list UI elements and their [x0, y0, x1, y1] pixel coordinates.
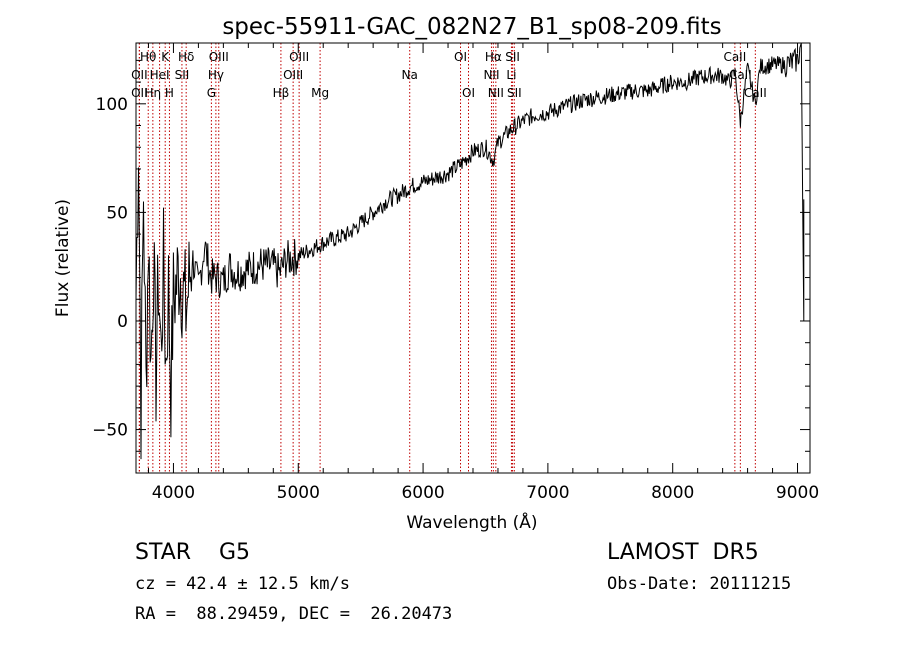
line-label-oiii: OIII — [289, 50, 309, 64]
y-tick-label: 50 — [106, 203, 128, 223]
line-label-hα: Hα — [485, 50, 502, 64]
line-label-mg: Mg — [311, 86, 329, 100]
y-axis-label: Flux (relative) — [53, 199, 73, 317]
line-label-nii: NII — [488, 86, 504, 100]
line-label-oi: OI — [462, 86, 475, 100]
line-label-na: Na — [402, 68, 418, 82]
line-label-caii: CaII — [723, 50, 746, 64]
x-tick-label: 9000 — [776, 483, 819, 503]
line-label-hθ: Hθ — [140, 50, 156, 64]
x-tick-label: 6000 — [401, 483, 444, 503]
line-label-li: Li — [506, 68, 516, 82]
line-label-k: K — [161, 50, 170, 64]
redshift-velocity: cz = 42.4 ± 12.5 km/s — [135, 574, 350, 594]
x-axis-label: Wavelength (Å) — [406, 511, 537, 533]
survey-name: LAMOST DR5 — [607, 540, 759, 565]
line-label-caii: CaII — [744, 86, 767, 100]
line-label-oiii: OIII — [283, 68, 303, 82]
emission-line-marks — [138, 43, 756, 473]
line-label-sii: SII — [505, 50, 520, 64]
line-label-hei: HeI — [150, 68, 170, 82]
line-label-oiii: OIII — [209, 50, 229, 64]
chart-title: spec-55911-GAC_082N27_B1_sp08-209.fits — [222, 14, 721, 40]
axes: 4000 5000 6000 7000 8000 9000 −50 0 50 100 — [92, 43, 819, 503]
y-tick-label: 0 — [117, 312, 128, 332]
line-label-nii: NII — [483, 68, 499, 82]
y-tick-label: 100 — [96, 95, 128, 115]
line-label-oii: OII — [131, 86, 148, 100]
x-tick-label: 4000 — [152, 483, 195, 503]
x-tick-label: 8000 — [651, 483, 694, 503]
object-class: STAR G5 — [135, 540, 251, 565]
line-label-oii: OII — [131, 68, 148, 82]
line-label-hη: Hη — [145, 86, 162, 100]
plot-frame — [135, 42, 811, 474]
line-label-sii: SII — [507, 86, 522, 100]
sky-coordinates: RA = 88.29459, DEC = 26.20473 — [135, 604, 453, 624]
line-label-hγ: Hγ — [208, 68, 224, 82]
line-label-sii: SII — [175, 68, 190, 82]
x-tick-label: 7000 — [526, 483, 569, 503]
line-label-oi: OI — [454, 50, 467, 64]
line-label-hβ: Hβ — [273, 86, 290, 100]
x-tick-label: 5000 — [277, 483, 320, 503]
spectrum-line — [135, 42, 805, 460]
line-label-hδ: Hδ — [178, 50, 194, 64]
y-tick-label: −50 — [92, 421, 128, 441]
line-label-g: G — [207, 86, 216, 100]
line-label-h: H — [165, 86, 174, 100]
observation-date: Obs-Date: 20111215 — [607, 574, 792, 594]
